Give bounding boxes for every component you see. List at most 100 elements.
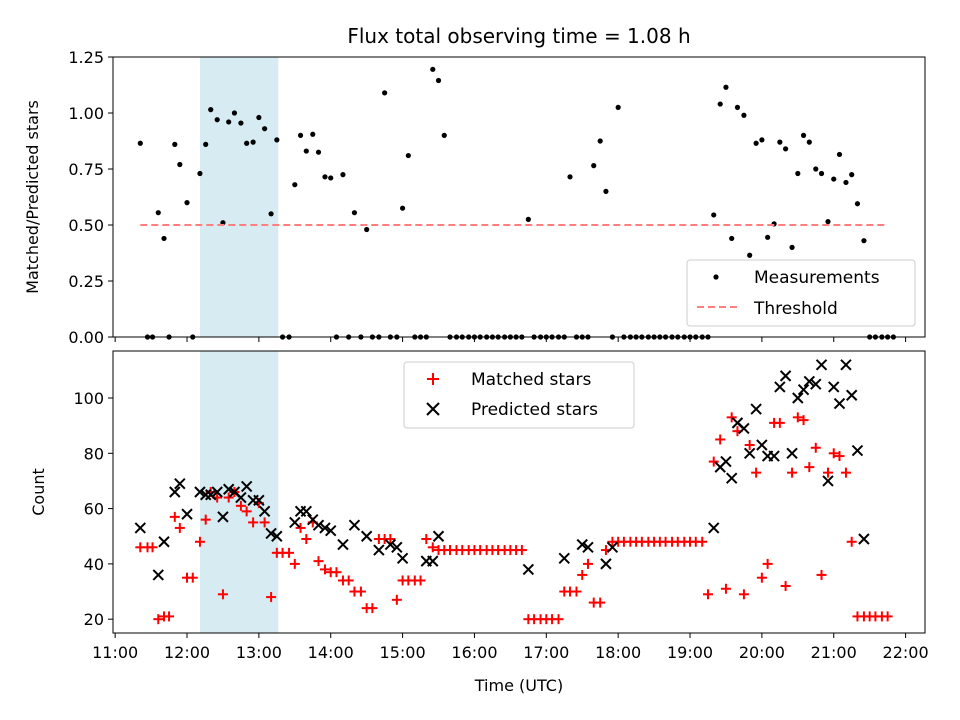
matched-star-point xyxy=(828,448,839,459)
predicted-star-point xyxy=(606,541,619,554)
predicted-star-point xyxy=(373,544,385,556)
measurement-point xyxy=(238,120,244,126)
measurement-point xyxy=(256,114,262,121)
matched-star-point xyxy=(367,603,378,614)
bottom-legend: Matched stars Predicted stars xyxy=(403,361,635,429)
measurement-point xyxy=(274,137,280,143)
predicted-star-point xyxy=(300,505,313,518)
matched-star-point xyxy=(174,522,185,533)
measurement-point xyxy=(262,126,268,132)
matched-star-point xyxy=(313,556,324,567)
matched-star-point xyxy=(200,514,211,525)
matched-stars-points xyxy=(135,412,893,625)
matched-star-point xyxy=(756,572,767,583)
x-tick-label: 19:00 xyxy=(667,643,713,662)
predicted-star-point xyxy=(289,516,301,529)
measurement-point xyxy=(759,137,765,143)
matched-star-point xyxy=(415,575,426,586)
matched-star-point xyxy=(153,614,164,625)
predicted-star-point xyxy=(851,444,864,457)
measurement-point xyxy=(364,226,370,233)
matched-star-point xyxy=(744,440,755,450)
predicted-star-point xyxy=(319,522,331,534)
measurement-point xyxy=(723,84,729,90)
predicted-star-point xyxy=(211,486,223,498)
top-y-tick-label: 1.00 xyxy=(68,104,104,123)
x-tick-label: 22:00 xyxy=(883,643,929,662)
matched-star-point xyxy=(301,534,312,544)
legend-matched-marker xyxy=(427,373,439,385)
measurement-point xyxy=(849,172,855,178)
predicted-star-point xyxy=(396,552,409,565)
matched-star-point xyxy=(289,558,300,569)
measurement-point xyxy=(441,132,447,138)
matched-star-point xyxy=(834,451,845,462)
measurement-point xyxy=(734,104,741,110)
measurement-point xyxy=(226,119,232,125)
matched-star-point xyxy=(846,536,857,547)
predicted-star-point xyxy=(205,489,217,501)
predicted-star-point xyxy=(858,533,870,545)
predicted-star-point xyxy=(194,486,206,498)
matched-star-point xyxy=(804,462,815,473)
top-x-ticks xyxy=(114,337,907,342)
matched-star-point xyxy=(248,517,259,528)
top-axes-frame xyxy=(112,56,926,338)
matched-star-point xyxy=(582,558,593,569)
predicted-star-point xyxy=(833,397,846,410)
matched-star-point xyxy=(421,534,432,544)
measurement-point xyxy=(603,188,609,194)
legend-threshold-label: Threshold xyxy=(753,299,838,319)
measurement-point xyxy=(435,77,442,84)
x-tick-label: 13:00 xyxy=(236,643,282,662)
predicted-star-point xyxy=(337,538,349,551)
predicted-star-point xyxy=(265,527,277,540)
measurement-point xyxy=(310,131,316,137)
legend-measurements-label: Measurements xyxy=(754,268,880,288)
predicted-star-point xyxy=(803,375,816,388)
matched-star-point xyxy=(840,467,851,478)
predicted-star-point xyxy=(174,477,186,490)
measurement-point xyxy=(137,140,143,146)
measurement-point xyxy=(268,211,274,217)
bottom-y-tick-label: 80 xyxy=(84,444,104,463)
predicted-star-point xyxy=(258,505,271,518)
measurement-point xyxy=(836,151,843,158)
measurement-point xyxy=(615,104,621,110)
ratio-panel: 0.00 0.25 0.50 0.75 1.00 1.25 Matched/Predict… xyxy=(23,48,926,347)
predicted-star-point xyxy=(750,403,762,415)
measurement-point xyxy=(322,174,328,180)
measurement-point xyxy=(208,107,214,113)
predicted-star-point xyxy=(786,447,798,460)
measurement-point xyxy=(405,152,411,159)
measurement-point xyxy=(328,175,334,181)
matched-star-point xyxy=(780,581,791,591)
x-tick-label: 18:00 xyxy=(595,643,641,662)
predicted-star-point xyxy=(738,422,750,435)
legend-predicted-marker xyxy=(426,402,440,416)
measurement-point xyxy=(303,148,309,154)
predicted-stars-points xyxy=(134,359,870,581)
matched-star-point xyxy=(810,442,821,453)
matched-star-point xyxy=(715,434,726,445)
top-y-tick-label: 0.75 xyxy=(68,160,104,179)
predicted-star-point xyxy=(822,475,834,487)
matched-star-point xyxy=(319,564,330,575)
measurement-point xyxy=(184,200,190,206)
matched-star-point xyxy=(762,558,773,569)
matched-star-point xyxy=(516,545,527,556)
predicted-star-point xyxy=(222,483,235,495)
predicted-star-point xyxy=(797,383,810,396)
measurement-point xyxy=(430,66,436,72)
measurement-point xyxy=(351,210,358,216)
measurement-point xyxy=(177,161,183,168)
matched-star-point xyxy=(187,572,198,583)
measurement-point xyxy=(525,216,531,222)
bottom-y-tick-label: 40 xyxy=(84,555,104,574)
bottom-axes-frame xyxy=(112,350,926,634)
measurement-point xyxy=(711,212,717,218)
predicted-star-point xyxy=(169,486,181,498)
measurement-point xyxy=(765,234,771,240)
